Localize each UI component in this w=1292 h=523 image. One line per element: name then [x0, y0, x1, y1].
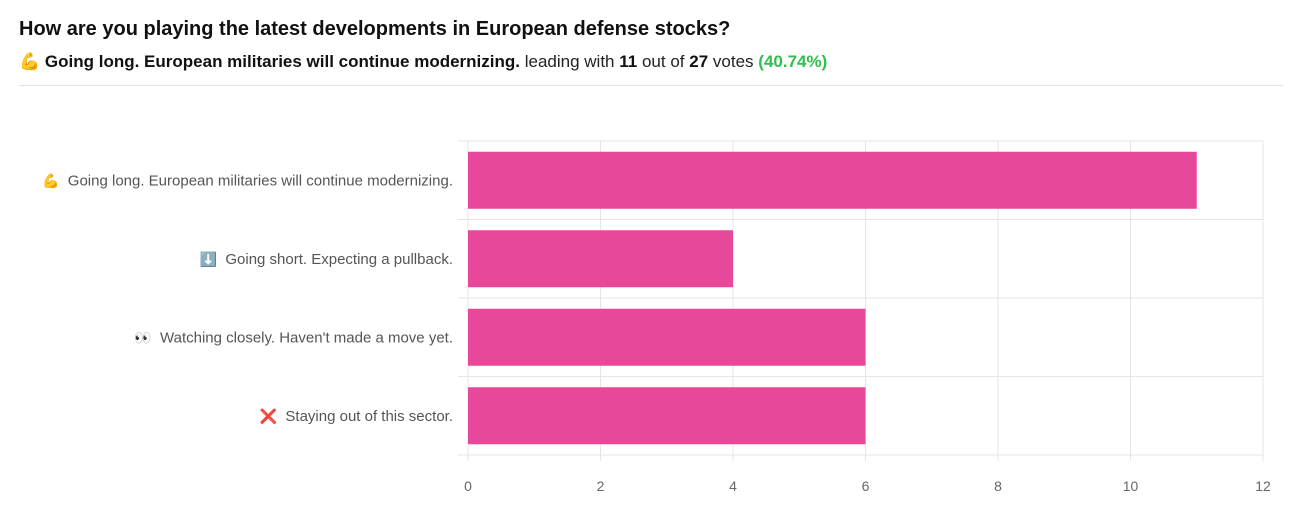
x-tick-label: 6 [862, 478, 870, 494]
category-label-2: ⬇️ Going short. Expecting a pullback. [200, 251, 453, 268]
out-of-text: out of [641, 52, 685, 71]
category-emoji-icon: ❌ [260, 408, 277, 425]
leader-option-label: Going long. European militaries will con… [44, 52, 520, 71]
total-vote-count: 27 [689, 52, 709, 71]
category-label-text: Watching closely. Haven't made a move ye… [152, 329, 453, 346]
x-tick-label: 0 [464, 478, 472, 494]
category-label-text: Going short. Expecting a pullback. [217, 251, 453, 268]
category-emoji-icon: 👀 [134, 329, 151, 345]
x-tick-label: 10 [1123, 478, 1139, 494]
bar-1 [468, 151, 1197, 209]
x-tick-label: 8 [994, 478, 1002, 494]
x-tick-label: 2 [597, 478, 605, 494]
category-label-3: 👀 Watching closely. Haven't made a move … [134, 329, 453, 346]
bar-2 [468, 230, 733, 288]
category-label-text: Going long. European militaries will con… [59, 172, 453, 189]
x-tick-label: 12 [1255, 478, 1271, 494]
bar-4 [468, 387, 866, 445]
x-tick-label: 4 [729, 478, 737, 494]
leader-percent: (40.74%) [758, 52, 828, 71]
category-emoji-icon: 💪 [42, 172, 59, 189]
header-divider [19, 85, 1283, 86]
category-label-text: Staying out of this sector. [277, 408, 453, 425]
bar-3 [468, 308, 866, 366]
leader-emoji: 💪 [19, 52, 41, 71]
leader-vote-count: 11 [619, 52, 638, 71]
category-label-4: ❌ Staying out of this sector. [260, 408, 453, 425]
poll-leader-summary: 💪 Going long. European militaries will c… [19, 52, 827, 72]
category-emoji-icon: ⬇️ [200, 251, 217, 268]
leading-with-text: leading with [524, 52, 615, 71]
votes-text: votes [712, 52, 754, 71]
poll-question-title: How are you playing the latest developme… [19, 18, 731, 40]
category-label-1: 💪 Going long. European militaries will c… [42, 172, 453, 189]
